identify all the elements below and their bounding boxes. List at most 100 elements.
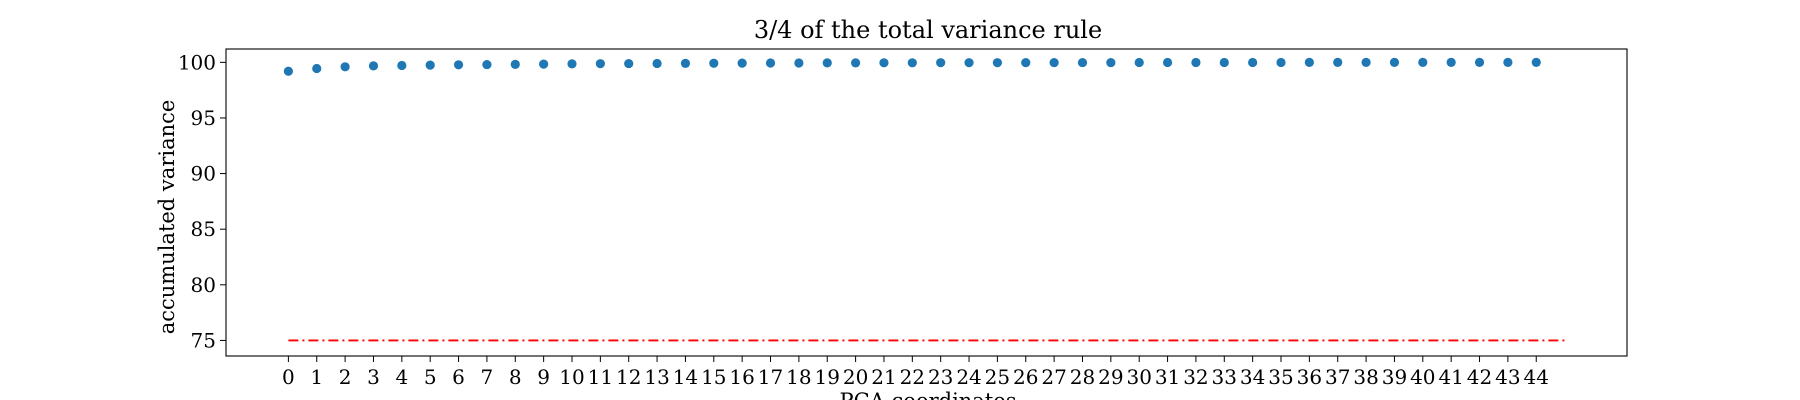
x-tick-label-2: 2 xyxy=(339,365,352,389)
x-tick-label-41: 41 xyxy=(1438,365,1463,389)
x-tick-label-11: 11 xyxy=(588,365,613,389)
data-point-11 xyxy=(595,59,605,69)
data-point-7 xyxy=(482,59,492,70)
x-tick-label-4: 4 xyxy=(395,365,408,389)
data-point-21 xyxy=(879,58,889,68)
x-tick-label-17: 17 xyxy=(758,365,783,389)
data-point-8 xyxy=(510,59,520,69)
x-tick-label-13: 13 xyxy=(644,365,669,389)
y-axis: 75 80 85 90 95 100 xyxy=(178,50,226,352)
x-tick-label-19: 19 xyxy=(815,365,840,389)
x-tick-label-43: 43 xyxy=(1495,365,1520,389)
data-point-34 xyxy=(1248,57,1258,68)
x-tick-label-23: 23 xyxy=(928,365,953,389)
x-tick-label-28: 28 xyxy=(1070,365,1095,389)
x-tick-label-36: 36 xyxy=(1297,365,1322,389)
data-point-22 xyxy=(907,58,917,68)
x-tick-label-14: 14 xyxy=(673,365,698,389)
data-point-12 xyxy=(624,58,634,69)
x-tick-label-6: 6 xyxy=(452,365,465,389)
x-tick-label-8: 8 xyxy=(509,365,522,389)
data-point-28 xyxy=(1077,57,1088,68)
x-tick-label-5: 5 xyxy=(424,365,437,389)
data-point-31 xyxy=(1162,57,1173,68)
x-tick-label-37: 37 xyxy=(1325,365,1350,389)
data-point-0 xyxy=(283,66,293,76)
x-tick-label-24: 24 xyxy=(956,365,981,389)
y-tick-label-80: 80 xyxy=(191,273,216,297)
x-tick-label-35: 35 xyxy=(1268,365,1293,389)
x-tick-label-16: 16 xyxy=(729,365,754,389)
data-point-32 xyxy=(1191,57,1201,68)
x-tick-label-42: 42 xyxy=(1467,365,1492,389)
data-point-1 xyxy=(312,63,322,74)
chart-title: 3/4 of the total variance rule xyxy=(754,16,1102,44)
data-point-39 xyxy=(1389,57,1400,67)
data-point-10 xyxy=(567,59,577,69)
x-tick-label-31: 31 xyxy=(1155,365,1180,389)
x-tick-label-9: 9 xyxy=(537,365,550,389)
x-tick-label-26: 26 xyxy=(1013,365,1038,389)
y-tick-label-95: 95 xyxy=(191,106,216,130)
data-point-33 xyxy=(1219,57,1229,68)
data-point-29 xyxy=(1106,57,1116,68)
x-tick-label-3: 3 xyxy=(367,365,380,389)
x-tick-label-44: 44 xyxy=(1524,365,1549,389)
data-point-16 xyxy=(737,58,747,68)
data-point-17 xyxy=(765,58,776,68)
x-tick-label-27: 27 xyxy=(1041,365,1066,389)
x-tick-label-12: 12 xyxy=(616,365,641,389)
data-point-40 xyxy=(1418,57,1428,67)
x-tick-label-34: 34 xyxy=(1240,365,1265,389)
y-tick-label-85: 85 xyxy=(191,217,216,241)
x-tick-label-22: 22 xyxy=(900,365,925,389)
x-tick-label-33: 33 xyxy=(1212,365,1237,389)
data-point-24 xyxy=(964,58,974,68)
x-tick-label-18: 18 xyxy=(786,365,811,389)
x-axis: 0 1 2 3 4 5 6 7 8 9 10 11 12 13 14 15 16 17 18 19 20 21 22 23 24… xyxy=(282,356,1549,389)
y-tick-label-75: 75 xyxy=(191,328,216,352)
data-point-26 xyxy=(1021,57,1031,68)
data-point-36 xyxy=(1304,57,1314,67)
data-point-5 xyxy=(425,60,435,70)
data-point-9 xyxy=(539,59,549,69)
data-point-25 xyxy=(992,58,1003,68)
data-point-14 xyxy=(680,58,691,68)
data-point-4 xyxy=(397,60,407,71)
data-point-6 xyxy=(453,60,464,70)
y-axis-title: accumulated variance xyxy=(155,100,179,335)
data-point-13 xyxy=(652,58,662,69)
data-point-19 xyxy=(822,58,832,68)
plot-area xyxy=(225,48,1628,357)
y-tick-label-90: 90 xyxy=(191,162,216,186)
x-tick-label-7: 7 xyxy=(481,365,494,389)
x-tick-label-1: 1 xyxy=(310,365,323,389)
x-tick-label-40: 40 xyxy=(1410,365,1435,389)
x-tick-label-32: 32 xyxy=(1183,365,1208,389)
data-point-23 xyxy=(936,58,946,68)
x-tick-label-0: 0 xyxy=(282,365,295,389)
data-point-42 xyxy=(1474,57,1485,67)
x-tick-label-25: 25 xyxy=(985,365,1010,389)
data-point-35 xyxy=(1276,57,1286,68)
x-tick-label-10: 10 xyxy=(559,365,584,389)
data-point-15 xyxy=(709,58,719,68)
data-point-41 xyxy=(1446,57,1456,67)
y-tick-label-100: 100 xyxy=(178,50,216,74)
data-point-38 xyxy=(1361,57,1371,67)
x-tick-label-29: 29 xyxy=(1098,365,1123,389)
data-point-30 xyxy=(1134,57,1144,68)
x-tick-label-20: 20 xyxy=(843,365,868,389)
x-tick-label-21: 21 xyxy=(871,365,896,389)
data-point-20 xyxy=(850,58,861,68)
x-tick-label-39: 39 xyxy=(1382,365,1407,389)
data-point-27 xyxy=(1049,57,1059,68)
data-point-3 xyxy=(368,61,379,71)
data-point-43 xyxy=(1503,57,1513,67)
plot-frame xyxy=(225,48,1628,357)
data-point-37 xyxy=(1333,57,1343,67)
x-tick-label-38: 38 xyxy=(1353,365,1378,389)
x-axis-title: PCA coordinates xyxy=(840,389,1017,400)
data-point-44 xyxy=(1531,57,1541,67)
